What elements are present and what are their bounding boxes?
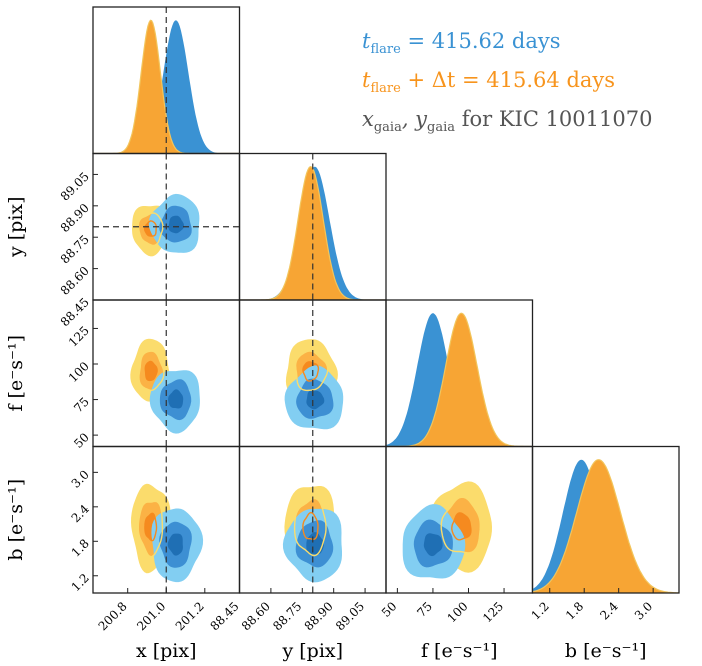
x-tick-label-y-4: 89.05 xyxy=(333,599,367,633)
contour-outline-x-y-1 xyxy=(143,220,158,237)
y-tick-label-f-1: 75 xyxy=(71,395,92,416)
contour-outline-x-b-0 xyxy=(137,500,164,558)
legend: tflare = 415.62 days tflare + Δt = 415.6… xyxy=(362,26,652,144)
contour-outline-f-b-0 xyxy=(440,496,481,554)
x-tick-label-y-3: 88.90 xyxy=(302,599,336,633)
y-axis-label-b: b [e⁻s⁻¹] xyxy=(5,479,27,561)
histogram-x-series-1 xyxy=(93,20,240,154)
contour-outline-y-f-1 xyxy=(302,361,320,382)
contour-outline-y-b-0 xyxy=(293,497,327,557)
panel-f-b xyxy=(402,481,492,579)
x-tick-label-f-1: 75 xyxy=(414,599,435,620)
panel-x-b xyxy=(131,483,204,583)
x-tick-label-f-0: 50 xyxy=(379,599,400,620)
panel-x-y xyxy=(132,193,200,257)
panel-f-f xyxy=(386,312,533,447)
x-tick-label-b-3: 3.0 xyxy=(632,599,655,622)
histogram-b-series-2 xyxy=(532,459,679,593)
contour-outline-f-b-1 xyxy=(451,512,472,541)
contour-x-f-series-1-dark xyxy=(168,389,184,409)
y-tick-label-f-2: 100 xyxy=(66,359,92,385)
histogram-f-series-1 xyxy=(386,313,533,447)
y-tick-label-f-0: 50 xyxy=(71,430,92,451)
histogram-outline-f xyxy=(386,312,533,447)
x-tick-label-y-1: 88.60 xyxy=(239,599,273,633)
contour-outline-x-y-0 xyxy=(137,212,164,247)
y-tick-label-y-2: 88.75 xyxy=(58,232,92,266)
legend-entry-series-2: tflare + Δt = 415.64 days xyxy=(362,68,616,97)
x-axis-label-x: x [pix] xyxy=(136,640,197,662)
panel-b-b xyxy=(532,459,679,593)
y-tick-label-f-3: 125 xyxy=(66,323,92,349)
contour-x-b-series-1-dark xyxy=(167,533,183,556)
y-tick-label-y-0: 88.45 xyxy=(58,295,92,329)
legend-entry-series-1: tflare = 415.62 days xyxy=(362,29,561,58)
x-axis-label-f: f [e⁻s⁻¹] xyxy=(421,640,498,662)
contour-outline-y-b-1 xyxy=(302,511,319,541)
x-tick-label-y-0: 88.45 xyxy=(207,599,241,633)
y-tick-label-b-0: 1.2 xyxy=(69,571,92,594)
histogram-f-series-2 xyxy=(386,313,533,447)
contour-x-f-series-2-dark xyxy=(145,361,158,381)
x-tick-label-x-1: 201.0 xyxy=(134,599,168,633)
x-tick-label-f-2: 100 xyxy=(445,599,471,625)
x-tick-label-b-1: 1.8 xyxy=(563,599,586,622)
x-tick-label-b-0: 1.2 xyxy=(528,599,551,622)
contour-f-b-series-1-dark xyxy=(423,533,443,557)
contour-y-b-series-1-dark xyxy=(306,532,324,555)
legend-entry-gaia: xgaia, ygaia for KIC 10011070 xyxy=(362,107,653,136)
histogram-outline-b xyxy=(532,459,679,593)
panel-y-f xyxy=(284,339,344,430)
histogram-y-series-2 xyxy=(239,166,386,300)
x-tick-label-x-2: 201.2 xyxy=(173,599,207,633)
x-tick-label-x-0: 200.8 xyxy=(96,599,130,633)
contour-outline-x-b-1 xyxy=(144,512,158,542)
x-axis-label-y: y [pix] xyxy=(281,640,343,662)
x-tick-label-f-3: 125 xyxy=(480,599,506,625)
y-tick-label-y-1: 88.60 xyxy=(58,264,92,298)
y-tick-label-b-1: 1.8 xyxy=(69,536,92,559)
panel-x-f xyxy=(130,338,200,434)
x-axis-label-b: b [e⁻s⁻¹] xyxy=(565,640,647,662)
y-axis-label-y: y [pix] xyxy=(5,196,27,258)
y-axis-label-f: f [e⁻s⁻¹] xyxy=(5,335,27,412)
contour-outline-x-f-1 xyxy=(144,360,158,382)
x-tick-label-y-2: 88.75 xyxy=(270,599,304,633)
y-tick-label-y-4: 89.05 xyxy=(58,169,92,203)
y-tick-label-b-2: 2.4 xyxy=(69,502,93,526)
panel-frame-b-b xyxy=(531,445,680,594)
x-tick-label-b-2: 2.4 xyxy=(597,599,621,623)
contour-x-y-series-1-dark xyxy=(168,215,184,234)
panel-y-b xyxy=(282,486,342,583)
y-tick-label-b-3: 3.0 xyxy=(69,467,92,490)
contour-outline-y-f-0 xyxy=(294,350,329,392)
y-tick-label-y-3: 88.90 xyxy=(58,201,92,235)
histogram-x-series-2 xyxy=(93,20,240,154)
contour-y-f-series-1-dark xyxy=(306,390,325,410)
contour-outline-x-f-0 xyxy=(138,350,165,392)
